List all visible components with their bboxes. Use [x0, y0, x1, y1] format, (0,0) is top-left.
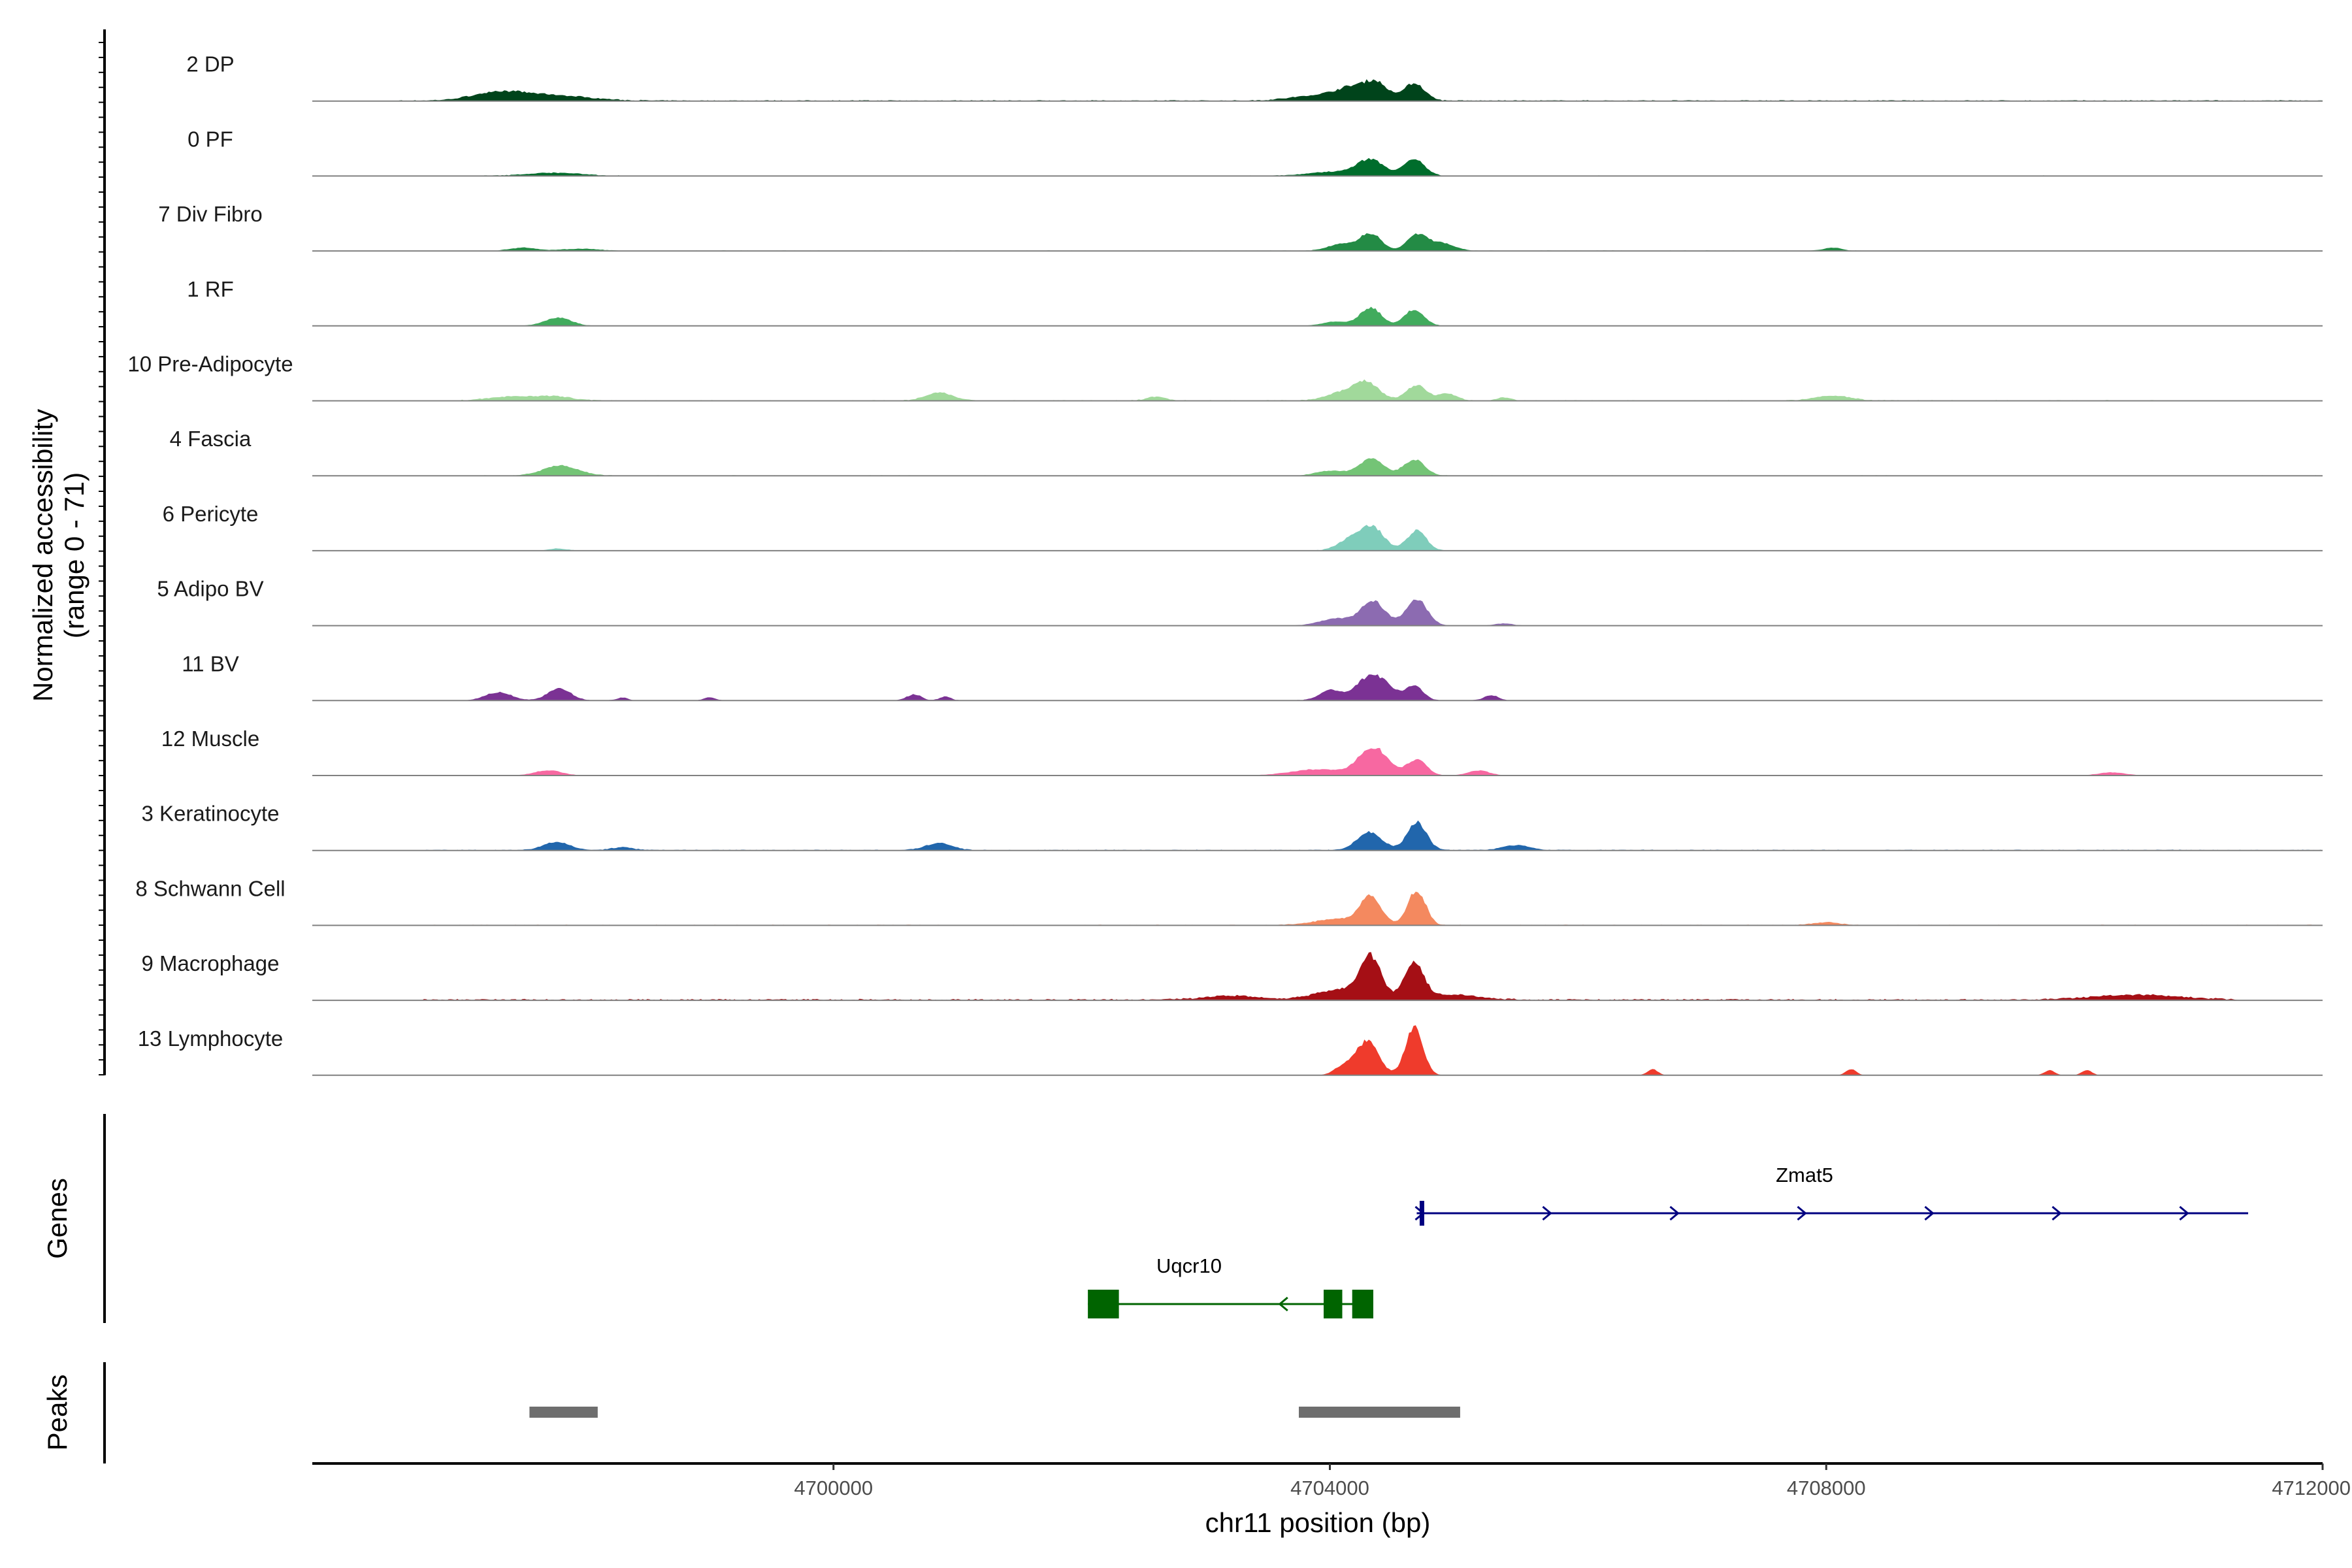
exon [1088, 1290, 1119, 1318]
x-tick-label: 4708000 [1787, 1477, 1866, 1499]
genes-side-label: Genes [42, 1178, 73, 1259]
strand-arrow [1924, 1205, 1935, 1221]
y-axis-title-line2: (range 0 - 71) [59, 472, 90, 638]
coverage-area [312, 157, 2323, 176]
track-label: 6 Pericyte [163, 502, 259, 526]
track-4: 10 Pre-Adipocyte [127, 352, 2323, 402]
coverage-area [312, 747, 2323, 776]
track-8: 11 BV [182, 651, 2323, 702]
coverage-area [312, 674, 2323, 701]
strand-arrow [1797, 1205, 1807, 1221]
track-label: 4 Fascia [170, 427, 252, 451]
peak-region [529, 1407, 598, 1418]
x-tick-label: 4712000 [2272, 1477, 2351, 1499]
peak-region [1299, 1407, 1460, 1418]
track-label: 3 Keratinocyte [142, 802, 280, 826]
strand-arrow [1669, 1205, 1680, 1221]
track-5: 4 Fascia [170, 427, 2323, 477]
track-label: 8 Schwann Cell [135, 876, 285, 900]
track-label: 7 Div Fibro [158, 202, 263, 226]
track-12: 9 Macrophage [142, 951, 2323, 1002]
coverage-area [312, 233, 2323, 252]
exon [1323, 1290, 1343, 1318]
coverage-area [312, 952, 2323, 1001]
coverage-area [312, 458, 2323, 476]
track-9: 12 Muscle [161, 727, 2323, 776]
peak-annotations [529, 1407, 1460, 1418]
track-6: 6 Pericyte [163, 502, 2323, 551]
gene-Uqcr10: Uqcr10 [1088, 1254, 1373, 1318]
coverage-tracks: 2 DP 0 PF 7 Div Fibro 1 RF 10 Pre-Adipocyte 4… [127, 52, 2323, 1076]
strand-arrow [2051, 1205, 2062, 1221]
coverage-area [312, 599, 2323, 626]
coverage-area [312, 379, 2323, 401]
track-label: 5 Adipo BV [157, 577, 263, 601]
x-axis: 4700000 4704000 4708000 4712000 [312, 1462, 2351, 1499]
track-label: 2 DP [186, 52, 234, 76]
track-13: 13 Lymphocyte [138, 1025, 2323, 1076]
track-7: 5 Adipo BV [157, 577, 2323, 627]
track-label: 10 Pre-Adipocyte [127, 352, 293, 376]
track-label: 0 PF [188, 127, 233, 151]
track-1: 0 PF [188, 127, 2323, 177]
exon [1352, 1290, 1373, 1318]
gene-annotations: Zmat5 Uqcr10 [1088, 1164, 2249, 1318]
gene-name: Uqcr10 [1156, 1254, 1222, 1277]
y-axis [99, 29, 106, 1076]
track-10: 3 Keratinocyte [142, 802, 2323, 851]
gene-Zmat5: Zmat5 [1414, 1164, 2249, 1226]
track-label: 11 BV [182, 651, 238, 676]
track-label: 9 Macrophage [142, 951, 280, 975]
track-label: 12 Muscle [161, 727, 259, 751]
x-tick-label: 4700000 [794, 1477, 873, 1499]
coverage-area [312, 525, 2323, 551]
coverage-area [312, 891, 2323, 926]
strand-arrow [1278, 1296, 1288, 1312]
track-11: 8 Schwann Cell [135, 876, 2323, 926]
x-axis-title: chr11 position (bp) [1205, 1507, 1431, 1538]
gene-name: Zmat5 [1776, 1164, 1833, 1186]
track-0: 2 DP [186, 52, 2323, 102]
coverage-area [312, 820, 2323, 851]
track-label: 13 Lymphocyte [138, 1026, 284, 1051]
strand-arrow [2179, 1205, 2189, 1221]
coverage-area [312, 1025, 2323, 1075]
strand-arrow [1542, 1205, 1552, 1221]
track-3: 1 RF [187, 277, 2323, 327]
track-label: 1 RF [187, 277, 234, 301]
peaks-side-label: Peaks [42, 1375, 73, 1451]
coverage-area [312, 79, 2323, 101]
x-tick-label: 4704000 [1290, 1477, 1369, 1499]
y-axis-title-line1: Normalized accessibility [27, 409, 58, 702]
track-2: 7 Div Fibro [158, 202, 2323, 252]
coverage-area [312, 306, 2323, 326]
